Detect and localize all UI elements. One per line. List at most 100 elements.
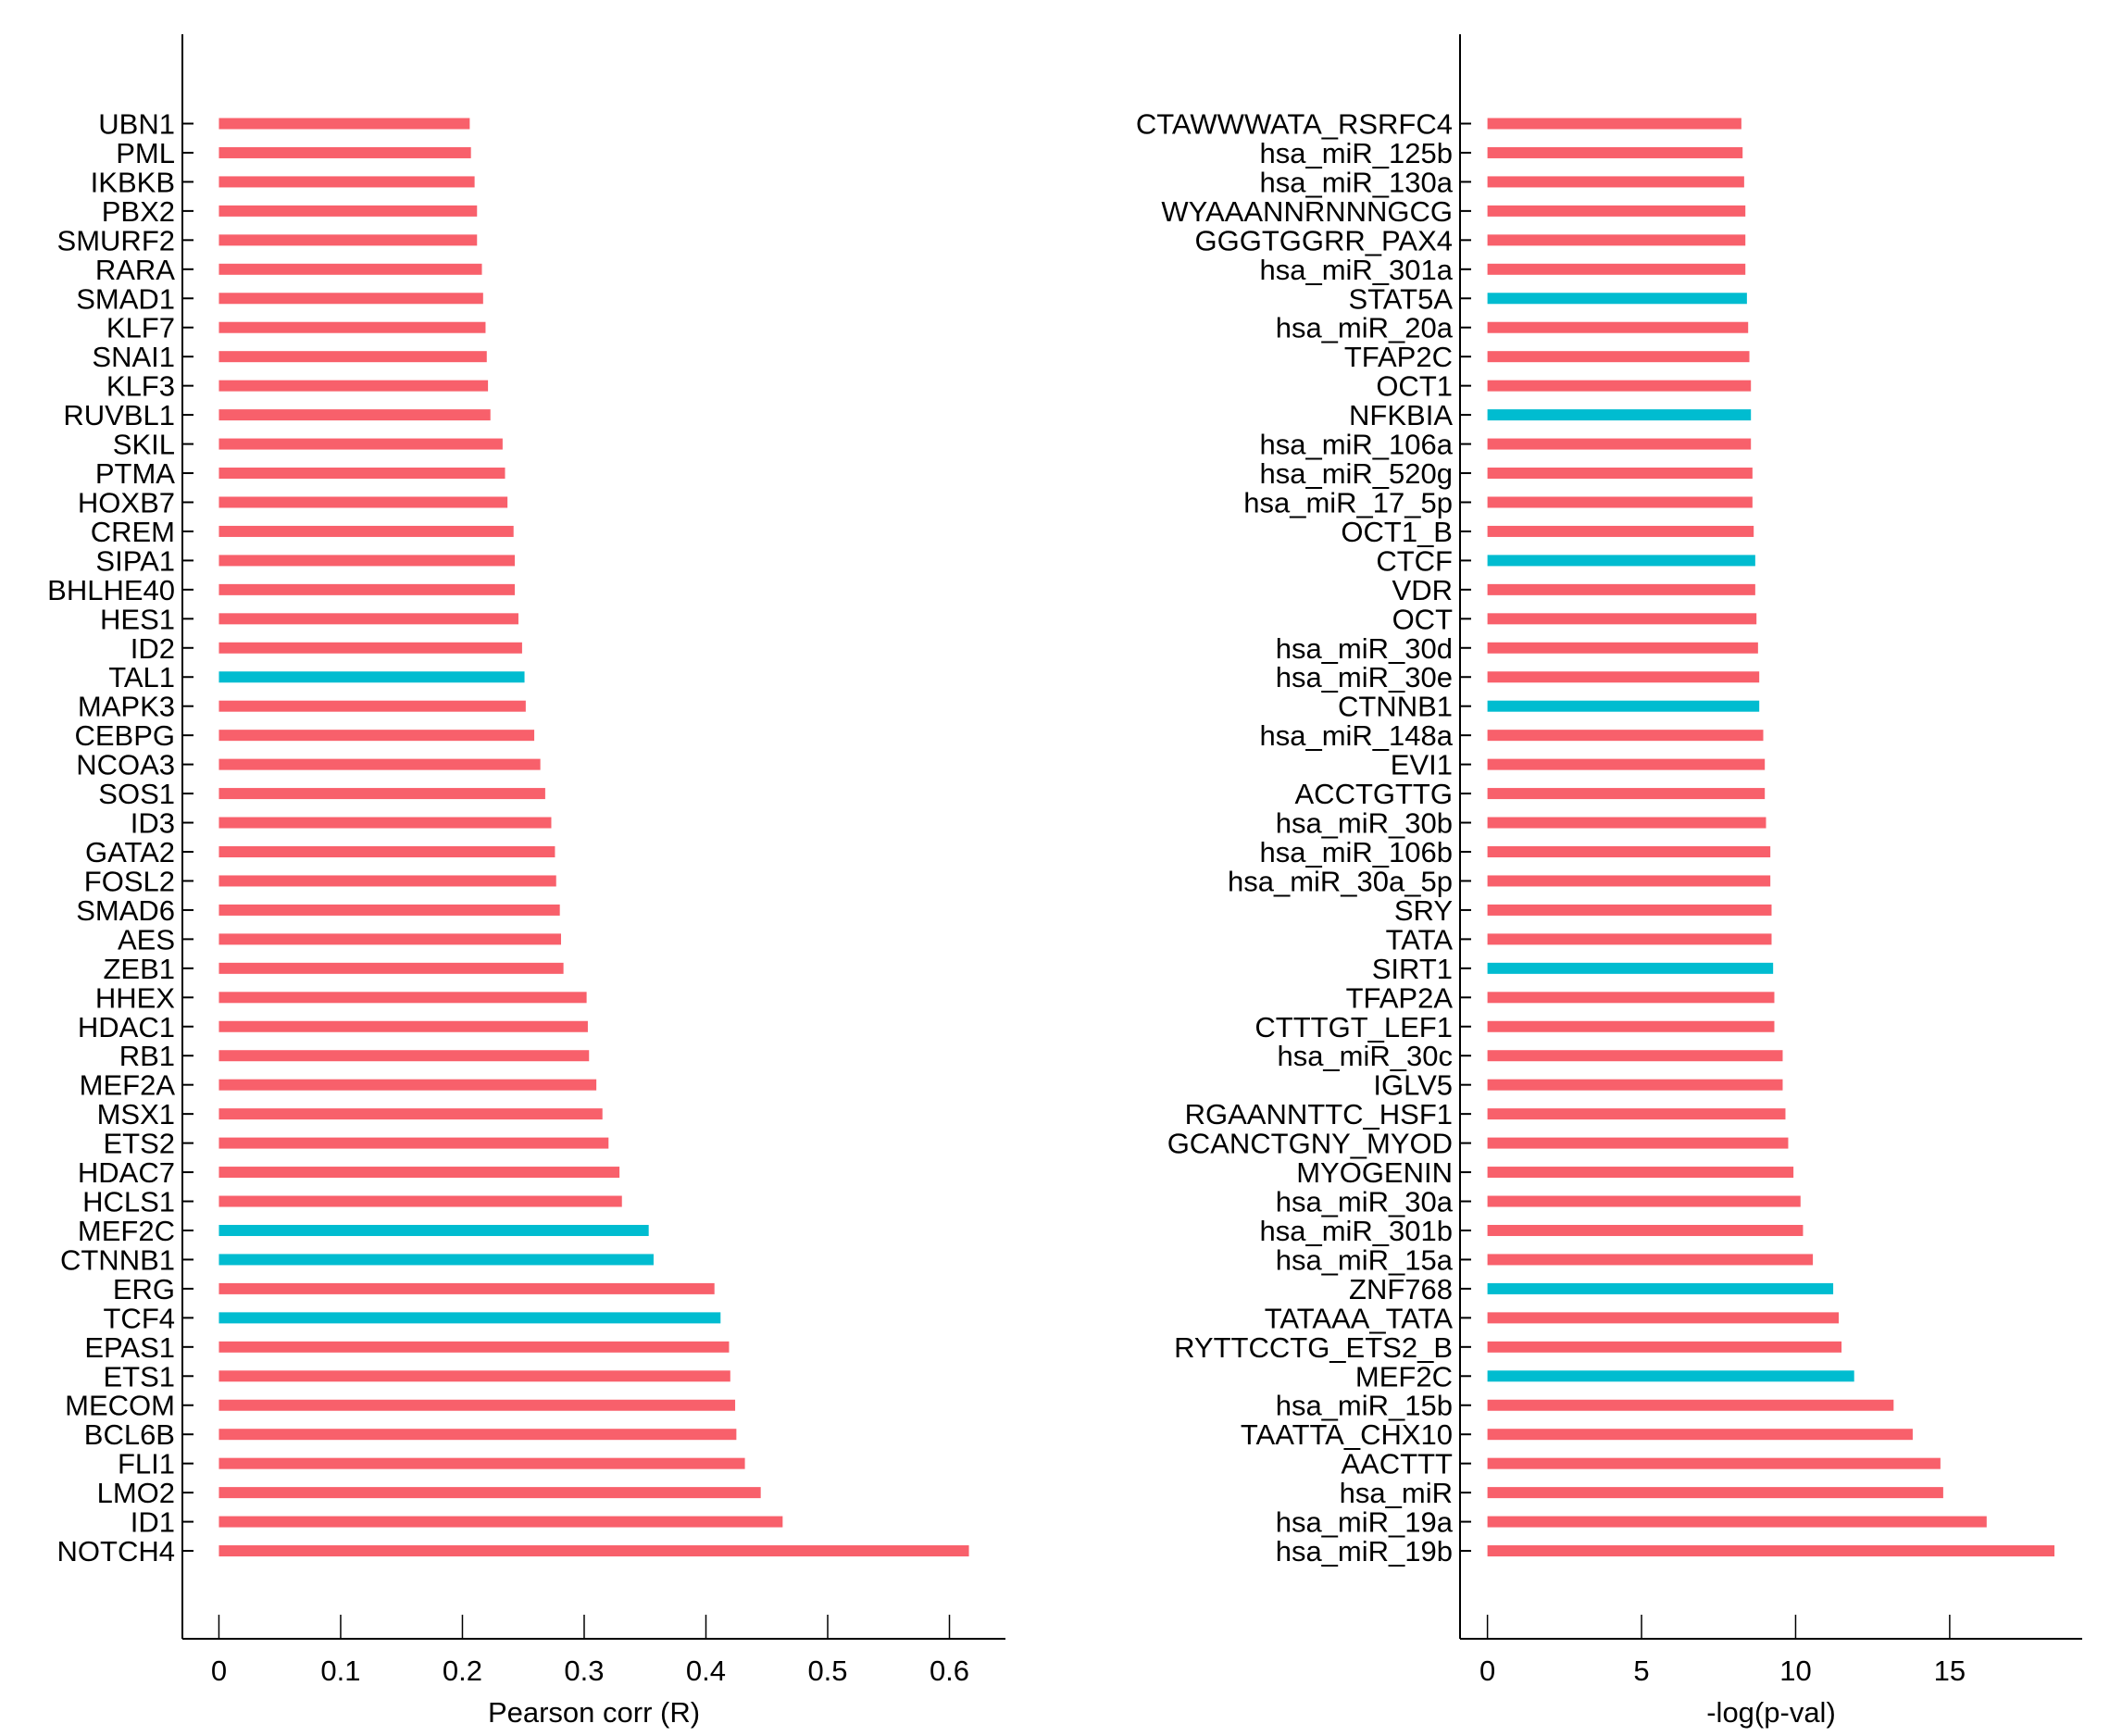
bar-epas1 [218, 1341, 730, 1353]
y-tick-label: RARA [95, 254, 175, 286]
bar-hdac1 [218, 1020, 588, 1032]
bar-myogenin [1487, 1167, 1794, 1179]
y-tick-label: KLF7 [106, 312, 175, 344]
bar-ctnnb1 [1487, 700, 1760, 712]
y-tick-label: SMAD6 [76, 894, 175, 927]
y-tick-label: PBX2 [102, 195, 175, 228]
bar-aacttt [1487, 1457, 1941, 1469]
y-tick-label: GATA2 [85, 836, 175, 868]
bar-id1 [218, 1516, 783, 1528]
bar-hoxb7 [218, 496, 508, 508]
bar-hsa-mir-125b [1487, 146, 1743, 158]
bar-hsa-mir-301a [1487, 263, 1746, 275]
x-tick-label: 0.5 [807, 1655, 847, 1687]
bar-oct [1487, 613, 1757, 625]
y-tick-label: TAL1 [108, 661, 175, 693]
y-tick-label: hsa_miR_301b [1259, 1215, 1453, 1247]
bar-msx1 [218, 1108, 603, 1120]
y-tick-label: NCOA3 [76, 749, 175, 781]
bar-nfkbia [1487, 409, 1752, 421]
y-tick-label: RYTTCCTG_ETS2_B [1174, 1331, 1453, 1364]
x-tick-label: 0.6 [930, 1655, 969, 1687]
bar-hsa-mir-17-5p [1487, 496, 1753, 508]
y-tick-label: hsa_miR_30e [1276, 661, 1453, 693]
y-tick-label: PTMA [95, 457, 175, 490]
bar-gggtggrr-pax4 [1487, 234, 1746, 246]
y-tick-label: ZNF768 [1349, 1273, 1453, 1305]
y-tick-label: VDR [1392, 574, 1453, 606]
bar-notch4 [218, 1545, 969, 1557]
y-tick-label: GCANCTGNY_MYOD [1167, 1128, 1453, 1160]
y-tick-label: TATA [1386, 923, 1454, 955]
y-tick-label: CTNNB1 [1338, 691, 1453, 723]
y-tick-label: HCLS1 [82, 1186, 175, 1218]
x-tick-label: 0.4 [686, 1655, 726, 1687]
y-tick-label: IKBKB [91, 166, 175, 198]
bar-acctgttg [1487, 788, 1766, 800]
bar-iglv5 [1487, 1079, 1783, 1091]
y-tick-label: hsa_miR [1340, 1477, 1453, 1509]
bar-mecom [218, 1399, 736, 1411]
bar-oct1 [1487, 380, 1752, 392]
y-tick-label: WYAAANNRNNNGCG [1161, 195, 1453, 228]
bar-aes [218, 933, 561, 945]
bar-hsa-mir-30c [1487, 1050, 1783, 1062]
x-axis-label: Pearson corr (R) [488, 1696, 700, 1729]
bar-hsa-mir-15b [1487, 1399, 1894, 1411]
bar-ubn1 [218, 118, 470, 130]
y-tick-label: NOTCH4 [57, 1535, 175, 1567]
y-tick-label: ID1 [131, 1506, 175, 1539]
y-tick-label: LMO2 [97, 1477, 175, 1509]
y-tick-label: HOXB7 [78, 486, 175, 518]
bar-pbx2 [218, 205, 478, 217]
bar-mef2c [218, 1224, 649, 1236]
y-tick-label: KLF3 [106, 370, 175, 403]
y-tick-label: ERG [113, 1273, 175, 1305]
y-tick-label: CTNNB1 [60, 1243, 175, 1276]
x-tick-label: 0 [211, 1655, 227, 1687]
y-tick-label: NFKBIA [1349, 399, 1453, 431]
y-tick-label: MSX1 [97, 1098, 175, 1130]
y-tick-label: SOS1 [98, 778, 175, 810]
y-tick-label: hsa_miR_106b [1259, 836, 1453, 868]
x-tick-label: 0 [1479, 1655, 1495, 1687]
bar-vdr [1487, 583, 1755, 595]
y-tick-label: hsa_miR_106a [1259, 429, 1453, 461]
bar-hsa-mir-106a [1487, 438, 1752, 450]
bar-wyaaannrnnngcg [1487, 205, 1746, 217]
bar-hsa-mir-30d [1487, 642, 1758, 654]
y-tick-label: TCF4 [104, 1302, 176, 1334]
y-tick-label: CTAWWWATA_RSRFC4 [1136, 108, 1453, 141]
bar-smad1 [218, 293, 483, 305]
y-tick-label: OCT1_B [1341, 516, 1453, 548]
bar-ctnnb1 [218, 1254, 654, 1266]
bar-rgaannttc-hsf1 [1487, 1108, 1786, 1120]
y-tick-label: HES1 [100, 603, 175, 635]
y-tick-label: RB1 [119, 1040, 175, 1072]
bar-fli1 [218, 1457, 745, 1469]
bar-tataaa-tata [1487, 1312, 1840, 1324]
bar-tfap2a [1487, 992, 1775, 1004]
bar-rara [218, 263, 482, 275]
bar-smad6 [218, 904, 560, 916]
x-axis-label: -log(p-val) [1706, 1696, 1836, 1729]
x-tick-label: 5 [1633, 1655, 1649, 1687]
bar-znf768 [1487, 1282, 1834, 1294]
y-tick-label: EPAS1 [84, 1331, 175, 1364]
bar-cebpg [218, 730, 535, 742]
bar-ruvbl1 [218, 409, 491, 421]
bar-taatta-chx10 [1487, 1429, 1913, 1441]
y-tick-label: RUVBL1 [63, 399, 175, 431]
y-tick-label: BHLHE40 [47, 574, 175, 606]
bar-hhex [218, 992, 587, 1004]
bar-bhlhe40 [218, 583, 516, 595]
y-tick-label: ETS2 [103, 1128, 175, 1160]
bar-mef2a [218, 1079, 597, 1091]
bar-tfap2c [1487, 351, 1750, 363]
bar-zeb1 [218, 962, 564, 974]
bar-ptma [218, 468, 506, 480]
y-tick-label: hsa_miR_30a [1276, 1186, 1454, 1218]
bar-fosl2 [218, 875, 556, 887]
y-tick-label: PML [116, 137, 175, 169]
y-tick-label: hsa_miR_15a [1276, 1243, 1454, 1276]
